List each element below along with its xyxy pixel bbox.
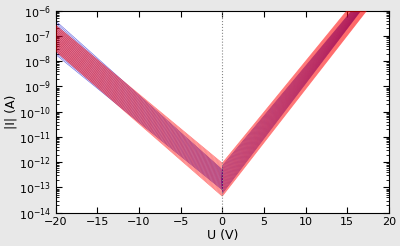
X-axis label: U (V): U (V) <box>206 229 238 242</box>
Y-axis label: |I| (A): |I| (A) <box>4 94 17 129</box>
